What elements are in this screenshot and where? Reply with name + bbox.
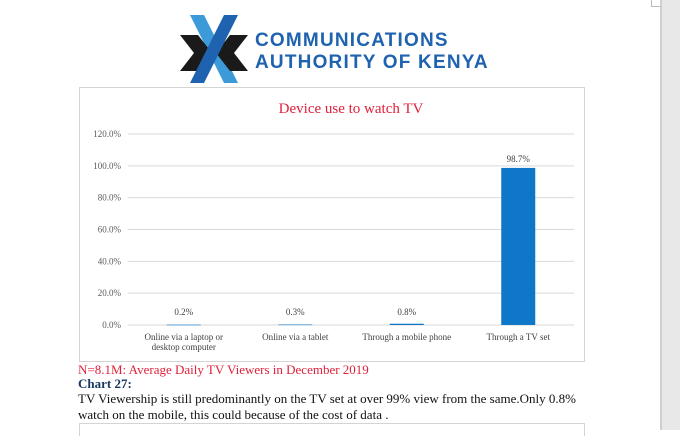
y-tick-label: 100.0% [93,161,121,171]
ca-kenya-logo-mark [180,15,248,83]
y-tick-label: 0.0% [102,320,121,330]
y-tick-label: 20.0% [98,288,122,298]
bar [278,324,313,326]
y-tick-label: 120.0% [93,129,121,139]
chart-frame: Device use to watch TV 0.0% 20.0% 40.0% 60.0… [79,87,585,362]
y-tick-label: 40.0% [98,256,122,266]
data-label: 0.3% [286,307,305,317]
chart-title: Device use to watch TV [279,101,424,117]
data-label: 98.7% [507,154,531,164]
ca-kenya-logo: COMMUNICATIONS AUTHORITY OF KENYA [178,13,498,85]
x-tick-label: Through a TV set [487,332,551,342]
bar [389,323,424,325]
chart-number-label: Chart 27: [78,376,132,391]
data-label: 0.2% [174,307,193,317]
viewer-right-rail [662,0,680,430]
y-tick-label: 80.0% [98,193,122,203]
data-label: 0.8% [397,307,416,317]
bar-chart: Device use to watch TV 0.0% 20.0% 40.0% 60.0… [93,101,574,352]
document-page: COMMUNICATIONS AUTHORITY OF KENYA Device… [78,13,585,436]
bar [166,324,201,326]
logo-text-line2: AUTHORITY OF KENYA [255,52,489,73]
x-tick-label: Through a mobile phone [362,332,451,342]
x-tick-label: Online via a tablet [262,332,329,342]
bar [501,167,536,325]
logo-text-line1: COMMUNICATIONS [255,30,449,51]
page-corner [651,0,660,7]
x-tick-label: Online via a laptop or [145,332,223,342]
x-tick-label: desktop computer [152,342,216,352]
page-edge [660,0,662,430]
sample-note: N=8.1M: Average Daily TV Viewers in Dece… [78,362,369,377]
y-tick-label: 60.0% [98,225,122,235]
chart-description: TV Viewership is still predominantly on … [78,391,576,422]
